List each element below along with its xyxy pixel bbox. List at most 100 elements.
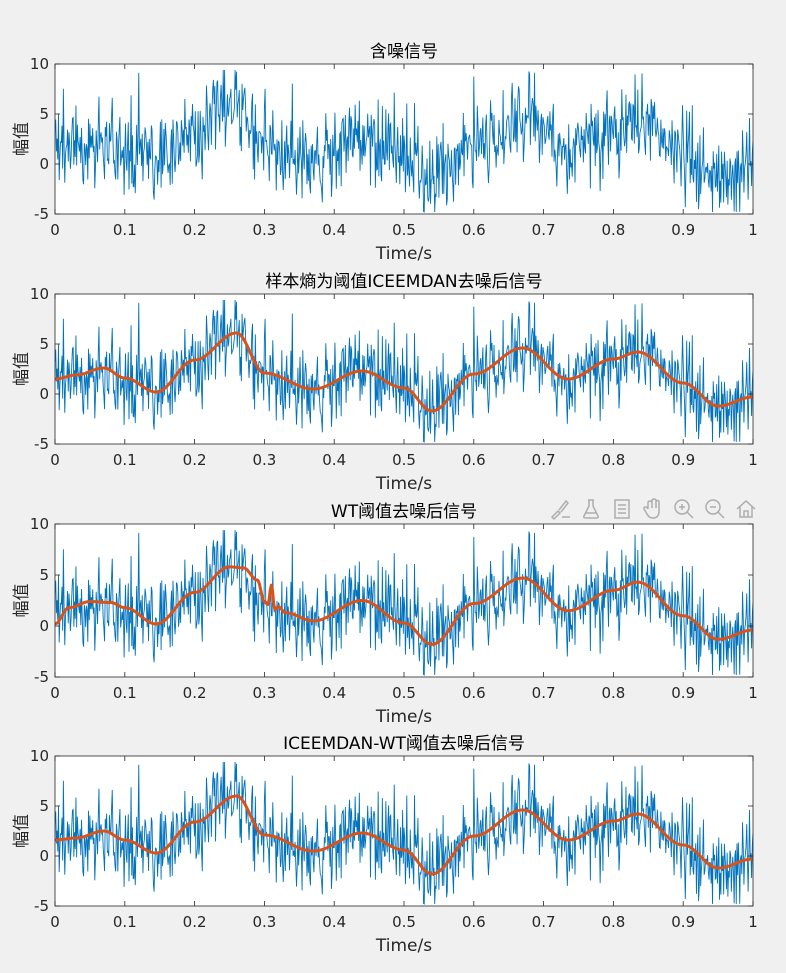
axes-toolbar xyxy=(545,494,760,524)
x-tick-label: 0.4 xyxy=(322,451,346,469)
x-tick-label: 0.8 xyxy=(601,684,625,702)
x-tick-label: 0.9 xyxy=(671,684,695,702)
x-tick-label: 1 xyxy=(748,451,758,469)
x-tick-label: 0.2 xyxy=(183,221,207,239)
y-tick-label: -5 xyxy=(34,668,49,686)
x-tick-label: 1 xyxy=(748,221,758,239)
subplot-1: 0 0.1 0.2 0.3 0.4 0.5 0.6 0.7 0.8 0.9 1-50510含噪信号T… xyxy=(12,42,758,264)
x-tick-label: 0.1 xyxy=(113,684,137,702)
x-tick-label: 0.6 xyxy=(462,913,486,931)
x-tick-label: 0.6 xyxy=(462,451,486,469)
x-tick-label: 0.8 xyxy=(601,451,625,469)
subplot-title: 样本熵为阈值ICEEMDAN去噪后信号 xyxy=(265,272,542,292)
noisy-signal-line xyxy=(55,761,753,905)
x-tick-label: 0.6 xyxy=(462,221,486,239)
x-tick-label: 0 xyxy=(50,684,60,702)
y-axis-label: 幅值 xyxy=(12,122,32,156)
zoom-in-icon xyxy=(673,499,694,519)
legend-button[interactable] xyxy=(607,495,636,524)
x-tick-label: 0.4 xyxy=(322,913,346,931)
y-tick-label: 10 xyxy=(30,55,49,73)
y-tick-label: 0 xyxy=(39,847,49,865)
y-tick-label: -5 xyxy=(34,435,49,453)
x-axis-label: Time/s xyxy=(375,244,432,264)
x-tick-label: 0.9 xyxy=(671,451,695,469)
x-axis-label: Time/s xyxy=(375,936,432,956)
x-axis-label: Time/s xyxy=(375,474,432,494)
y-tick-label: 0 xyxy=(39,385,49,403)
y-tick-label: -5 xyxy=(34,897,49,915)
x-tick-label: 0 xyxy=(50,451,60,469)
subplot-title: ICEEMDAN-WT阈值去噪后信号 xyxy=(283,734,525,754)
y-tick-label: 10 xyxy=(30,285,49,303)
plot-lines xyxy=(55,299,753,443)
denoised-signal-line xyxy=(55,331,753,413)
x-tick-label: 0 xyxy=(50,913,60,931)
x-tick-label: 0.9 xyxy=(671,221,695,239)
x-tick-label: 0.5 xyxy=(392,684,416,702)
y-tick-label: 10 xyxy=(30,515,49,533)
home-button[interactable] xyxy=(731,495,760,524)
pan-hand-icon xyxy=(642,498,660,519)
y-tick-label: 5 xyxy=(39,797,49,815)
y-tick-label: 0 xyxy=(39,155,49,173)
y-axis-label: 幅值 xyxy=(12,814,32,848)
x-tick-label: 0.3 xyxy=(252,684,276,702)
x-tick-label: 0.7 xyxy=(532,451,556,469)
x-tick-label: 0 xyxy=(50,221,60,239)
subplot-title: 含噪信号 xyxy=(370,42,438,62)
x-tick-label: 0.9 xyxy=(671,913,695,931)
plot-lines xyxy=(55,69,753,213)
x-tick-label: 0.8 xyxy=(601,913,625,931)
x-tick-label: 0.7 xyxy=(532,221,556,239)
x-tick-label: 0.3 xyxy=(252,221,276,239)
x-tick-label: 0.2 xyxy=(183,451,207,469)
y-tick-label: 5 xyxy=(39,566,49,584)
x-tick-label: 0.4 xyxy=(322,684,346,702)
data-tips-button[interactable] xyxy=(576,495,605,524)
x-tick-label: 0.5 xyxy=(392,221,416,239)
x-tick-label: 0.6 xyxy=(462,684,486,702)
x-tick-label: 0.4 xyxy=(322,221,346,239)
y-tick-label: -5 xyxy=(34,205,49,223)
x-tick-label: 0.5 xyxy=(392,913,416,931)
brush-icon xyxy=(550,499,570,521)
brush-button[interactable] xyxy=(545,495,574,524)
denoised-signal-line xyxy=(55,794,753,876)
x-tick-label: 0.5 xyxy=(392,451,416,469)
subplot-3: 0 0.1 0.2 0.3 0.4 0.5 0.6 0.7 0.8 0.9 1-50510WT阈值去… xyxy=(12,502,758,727)
zoom-in-button[interactable] xyxy=(669,495,698,524)
zoom-out-icon xyxy=(704,499,725,519)
y-axis-label: 幅值 xyxy=(12,352,32,386)
subplot-2: 0 0.1 0.2 0.3 0.4 0.5 0.6 0.7 0.8 0.9 1-50510样本熵为阈… xyxy=(12,272,758,494)
x-tick-label: 0.3 xyxy=(252,451,276,469)
denoised-signal-line xyxy=(55,565,753,646)
x-tick-label: 0.3 xyxy=(252,913,276,931)
x-tick-label: 0.7 xyxy=(532,684,556,702)
noisy-signal-line xyxy=(55,299,753,443)
y-axis-label: 幅值 xyxy=(12,584,32,618)
subplot-title: WT阈值去噪后信号 xyxy=(331,502,477,522)
plot-lines xyxy=(55,530,753,676)
y-tick-label: 0 xyxy=(39,617,49,635)
data-tips-icon xyxy=(582,499,599,519)
x-tick-label: 1 xyxy=(748,913,758,931)
plot-lines xyxy=(55,761,753,905)
x-axis-label: Time/s xyxy=(375,707,432,727)
subplot-4: 0 0.1 0.2 0.3 0.4 0.5 0.6 0.7 0.8 0.9 1-50510ICEEM… xyxy=(12,734,758,956)
home-icon xyxy=(736,499,755,518)
x-tick-label: 1 xyxy=(748,684,758,702)
noisy-signal-line xyxy=(55,69,753,213)
x-tick-label: 0.1 xyxy=(113,451,137,469)
legend-icon xyxy=(613,499,630,519)
x-tick-label: 0.1 xyxy=(113,221,137,239)
x-tick-label: 0.8 xyxy=(601,221,625,239)
y-tick-label: 5 xyxy=(39,335,49,353)
x-tick-label: 0.1 xyxy=(113,913,137,931)
x-tick-label: 0.2 xyxy=(183,684,207,702)
pan-hand-button[interactable] xyxy=(638,495,667,524)
y-tick-label: 5 xyxy=(39,105,49,123)
zoom-out-button[interactable] xyxy=(700,495,729,524)
x-tick-label: 0.2 xyxy=(183,913,207,931)
